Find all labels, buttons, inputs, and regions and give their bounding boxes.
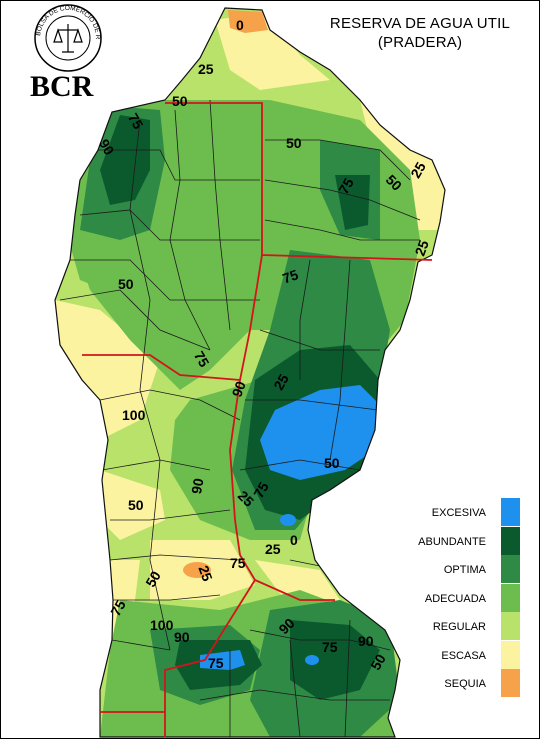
contour-label: 90: [188, 477, 206, 495]
contour-label: 25: [198, 61, 214, 77]
contour-label: 50: [172, 93, 188, 109]
map-title: RESERVA DE AGUA UTIL: [329, 15, 511, 32]
legend-label: ADECUADA: [424, 592, 486, 605]
legend: EXCESIVA ABUNDANTE OPTIMA ADECUADA REGUL…: [410, 498, 530, 698]
legend-item: ESCASA: [410, 640, 530, 670]
legend-label: EXCESIVA: [431, 507, 486, 519]
legend-swatch-sequia: [501, 669, 520, 697]
legend-item: ADECUADA: [410, 583, 530, 613]
contour-label: 25: [195, 563, 215, 583]
contour-label: 90: [96, 136, 118, 158]
legend-swatch-optima: [501, 555, 520, 583]
contour-label: 25: [265, 541, 281, 557]
contour-label: 50: [128, 497, 144, 513]
map-subtitle: (PRADERA): [377, 34, 463, 51]
contour-label: 50: [367, 651, 389, 673]
contour-label: 75: [230, 555, 246, 571]
legend-item: EXCESIVA: [410, 498, 530, 527]
contour-label: 50: [118, 276, 134, 292]
bcr-logo-text: BCR: [30, 70, 94, 103]
contour-label: 50: [142, 568, 164, 590]
contour-label: 0: [290, 532, 298, 548]
contour-label: 100: [122, 407, 146, 423]
legend-swatch-adecuada: [501, 583, 520, 612]
contour-label: 75: [322, 639, 338, 655]
contour-label: 75: [208, 655, 224, 671]
contour-label: 25: [411, 238, 431, 258]
region-boundaries: [82, 102, 433, 737]
legend-label: ABUNDANTE: [418, 535, 486, 548]
contour-label: 75: [107, 597, 129, 619]
province-outline: [54, 7, 446, 738]
legend-swatch-excesiva: [501, 498, 520, 526]
legend-label: OPTIMA: [443, 564, 486, 576]
contour-label: 50: [324, 455, 340, 471]
legend-item: REGULAR: [410, 612, 530, 641]
legend-label: SEQUIA: [444, 678, 486, 690]
contour-label: 75: [250, 479, 272, 501]
legend-swatch-abundante: [501, 526, 520, 555]
contour-label: 90: [228, 379, 248, 399]
contour-label: 0: [236, 17, 244, 33]
contour-label: 90: [358, 633, 374, 649]
contour-label: 75: [191, 348, 213, 370]
legend-item: SEQUIA: [410, 669, 530, 698]
contour-label: 25: [407, 159, 429, 181]
legend-swatch-regular: [501, 612, 520, 640]
legend-item: OPTIMA: [410, 555, 530, 584]
contour-label: 90: [174, 629, 190, 645]
contour-label: 100: [150, 617, 174, 633]
legend-label: ESCASA: [441, 649, 486, 662]
contour-label: 75: [280, 266, 300, 286]
legend-swatch-escasa: [501, 640, 520, 669]
contour-label: 75: [125, 110, 147, 132]
contour-label: 50: [286, 135, 302, 151]
legend-item: ABUNDANTE: [410, 526, 530, 556]
contour-label: 25: [270, 371, 292, 393]
legend-label: REGULAR: [432, 621, 486, 633]
bcr-seal-logo: BOLSA DE COMERCIO DE ROSARIO: [0, 0, 102, 72]
contour-label: 75: [335, 175, 357, 197]
